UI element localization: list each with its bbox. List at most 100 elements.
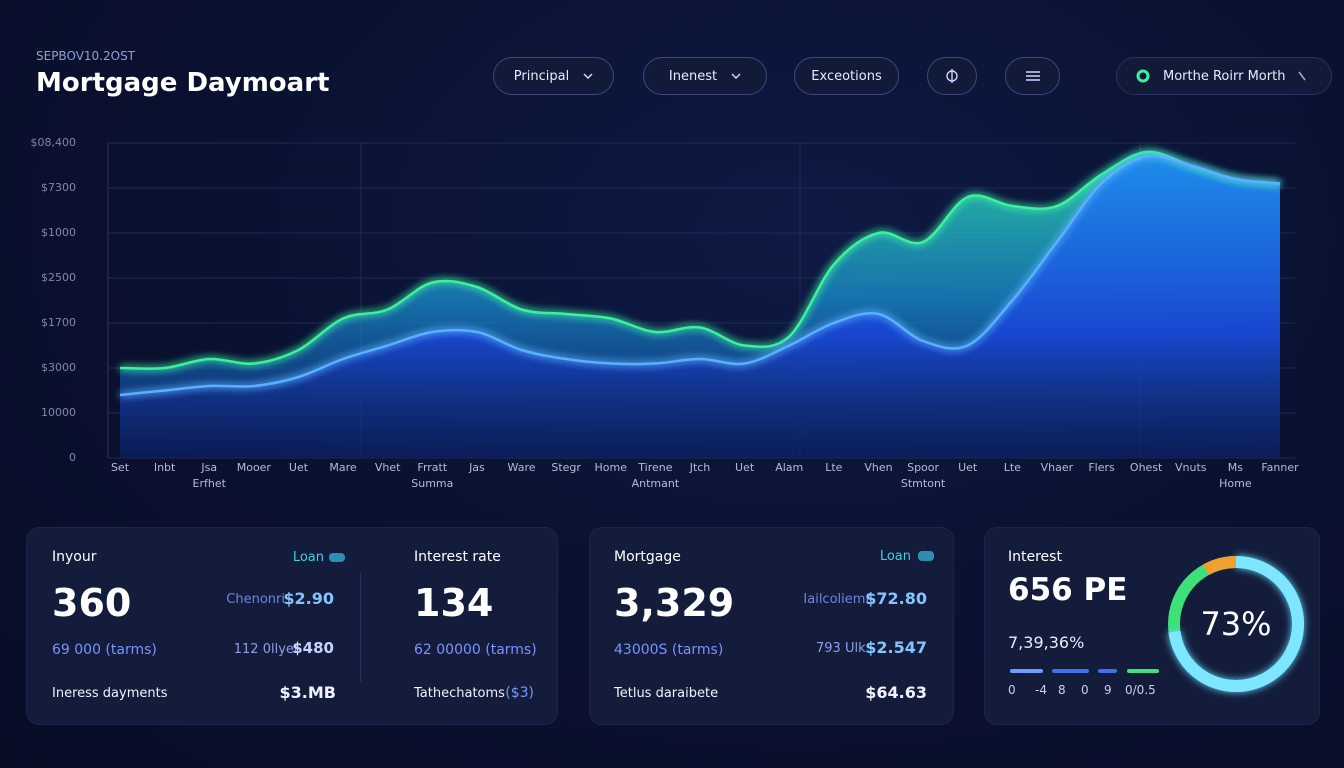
card-sub: 69 000 (tarms) — [52, 642, 157, 658]
foot-value: $64.63 — [865, 683, 927, 702]
foot-value: ($3) — [505, 685, 534, 701]
donut-arc — [1168, 556, 1304, 692]
badge-icon — [918, 551, 934, 561]
card-title: Mortgage — [614, 549, 681, 565]
badge-icon — [329, 553, 345, 562]
button-label: Exceotions — [811, 68, 882, 84]
x-tick-label: Home — [595, 461, 628, 474]
area-chart: 0 10000 $3000 $1700 $2500 $1000 $7300 $08,400 Se… — [31, 136, 1300, 490]
donut-label: 73% — [1200, 605, 1271, 643]
x-tick-label: Spoor — [907, 461, 939, 474]
x-tick-label: Uet — [735, 461, 755, 474]
x-tick-label: Vhet — [375, 461, 401, 474]
x-tick-label: Frratt — [417, 461, 447, 474]
detail-label: Iailcoliemf — [803, 592, 870, 607]
card-value: 134 — [414, 581, 494, 625]
x-tick-label: Ms — [1228, 461, 1243, 474]
x-tick-label: Lte — [1004, 461, 1021, 474]
scale-label: 0/0.5 — [1125, 683, 1156, 697]
x-tick-label: Lte — [825, 461, 842, 474]
x-tick-label: Jsa — [200, 461, 217, 474]
area — [120, 155, 1280, 458]
y-tick-label: $2500 — [41, 271, 76, 284]
y-tick-label: $08,400 — [31, 136, 77, 149]
detail-label: Chenonri — [226, 592, 285, 607]
donut-chart: 73% — [1168, 556, 1304, 692]
x-tick-label: Stegr — [551, 461, 581, 474]
y-tick-label: 0 — [69, 451, 76, 464]
x-tick-label: Ware — [508, 461, 536, 474]
x-tick-label: Fanner — [1261, 461, 1299, 474]
x-tick-label: Vhaer — [1041, 461, 1074, 474]
account-pill[interactable]: Morthe Roirr Morth — [1116, 57, 1332, 95]
x-tick-label: Inbt — [154, 461, 176, 474]
x-tick-label: Mare — [329, 461, 357, 474]
principal-dropdown[interactable]: Principal — [493, 57, 614, 95]
foot-value: $3.MB — [279, 683, 336, 702]
x-tick-sublabel: Stmtont — [901, 477, 946, 490]
x-tick-sublabel: Summa — [411, 477, 453, 490]
icon — [946, 69, 958, 83]
chevron — [583, 73, 593, 79]
legend-bar — [1052, 669, 1089, 673]
interest-dropdown[interactable]: Inenest — [643, 57, 767, 95]
card-title: Interest — [1008, 549, 1062, 565]
subtitle: SEPBOV10.2OST — [36, 49, 136, 63]
foot-label: Tetlus daraibete — [614, 686, 719, 701]
icon — [1298, 71, 1307, 81]
card-value: 360 — [52, 581, 132, 625]
sub-value: $2.547 — [865, 638, 927, 657]
card-interest — [985, 528, 1319, 724]
y-tick-label: $1000 — [41, 226, 76, 239]
line — [119, 154, 1281, 397]
button-label: Principal — [513, 68, 570, 84]
exceptions-button[interactable]: Exceotions — [794, 57, 899, 95]
legend-bar — [1010, 669, 1043, 673]
scale-label: 0 — [1008, 683, 1016, 697]
badge: Loan — [292, 550, 324, 565]
x-tick-label: Jtch — [689, 461, 711, 474]
y-tick-label: 10000 — [41, 406, 76, 419]
card-value: 656 PE — [1008, 572, 1128, 608]
x-tick-label: Vnuts — [1175, 461, 1207, 474]
sub-label: 793 Ulk: — [816, 641, 870, 656]
scale-label: 0 — [1081, 683, 1089, 697]
icon — [1025, 71, 1040, 81]
card-title: Interest rate — [414, 549, 501, 565]
y-tick-label: $3000 — [41, 361, 76, 374]
detail-value: $72.80 — [865, 589, 927, 608]
card-sub: 7,39,36% — [1008, 633, 1085, 652]
x-tick-label: Uet — [289, 461, 309, 474]
icon-button[interactable] — [927, 57, 977, 95]
divider — [360, 572, 361, 682]
foot-label: Ineress dayments — [52, 686, 168, 701]
card-mortgage — [590, 528, 953, 724]
title: Mortgage Daymoart — [36, 68, 330, 98]
x-tick-sublabel: Erfhet — [193, 477, 227, 490]
line — [119, 150, 1281, 370]
x-tick-label: Set — [111, 461, 130, 474]
x-tick-sublabel: Antmant — [632, 477, 680, 490]
x-tick-label: Flers — [1088, 461, 1115, 474]
button-label: Inenest — [668, 68, 718, 84]
y-tick-label: $7300 — [41, 181, 76, 194]
card-title: Inyour — [52, 549, 97, 565]
card-sub: 62 00000 (tarms) — [414, 642, 537, 658]
scale-label: 8 — [1058, 683, 1066, 697]
status-icon — [1136, 69, 1150, 83]
detail-value: $2.90 — [283, 589, 334, 608]
scale-label: 9 — [1104, 683, 1112, 697]
x-tick-sublabel: Home — [1219, 477, 1252, 490]
card-value: 3,329 — [614, 581, 735, 625]
card-loan — [27, 528, 557, 724]
foot-label: Tathechatoms — [414, 686, 505, 701]
legend-bar — [1127, 669, 1159, 673]
x-tick-label: Tirene — [637, 461, 672, 474]
x-tick-label: Alam — [775, 461, 803, 474]
account-label: Morthe Roirr Morth — [1163, 68, 1286, 84]
badge: Loan — [879, 549, 911, 564]
legend-bar — [1098, 669, 1117, 673]
x-tick-label: Ohest — [1130, 461, 1163, 474]
icon-button[interactable] — [1005, 57, 1060, 95]
